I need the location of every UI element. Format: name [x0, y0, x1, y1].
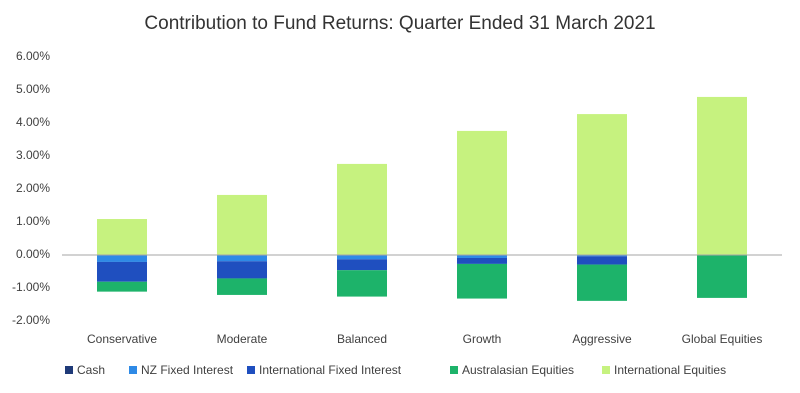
x-tick-label: Global Equities: [682, 332, 763, 346]
bar-segment: [457, 255, 507, 258]
y-tick-label: 6.00%: [16, 49, 50, 63]
y-tick-label: 1.00%: [16, 214, 50, 228]
x-tick-label: Moderate: [217, 332, 268, 346]
legend-swatch: [247, 366, 255, 374]
chart-title: Contribution to Fund Returns: Quarter En…: [144, 13, 655, 34]
x-tick-label: Growth: [463, 332, 502, 346]
bar-segment: [577, 256, 627, 265]
y-tick-label: 2.00%: [16, 181, 50, 195]
legend-swatch: [129, 366, 137, 374]
legend-swatch: [602, 366, 610, 374]
bar-segment: [457, 257, 507, 264]
legend-label: Cash: [77, 363, 105, 377]
x-tick-label: Aggressive: [572, 332, 632, 346]
bar-segment: [217, 278, 267, 295]
bar-segment: [457, 263, 507, 299]
bar-segment: [97, 281, 147, 292]
y-tick-label: 0.00%: [16, 247, 50, 261]
bar-segment: [697, 96, 747, 256]
legend-swatch: [65, 366, 73, 374]
legend-label: International Fixed Interest: [259, 363, 402, 377]
y-tick-label: 4.00%: [16, 115, 50, 129]
bar-segment: [577, 264, 627, 301]
bar-segment: [217, 261, 267, 279]
bar-segment: [97, 261, 147, 282]
bar-segment: [97, 219, 147, 255]
x-tick-label: Conservative: [87, 332, 157, 346]
legend-swatch: [450, 366, 458, 374]
bar-segment: [217, 194, 267, 255]
bar-segment: [97, 255, 147, 262]
y-tick-label: 3.00%: [16, 148, 50, 162]
y-tick-label: 5.00%: [16, 82, 50, 96]
bar-segment: [337, 255, 387, 260]
bar-segment: [577, 114, 627, 255]
bar-segment: [337, 259, 387, 271]
bar-segment: [697, 255, 747, 298]
bar-segment: [337, 163, 387, 255]
y-tick-label: -1.00%: [12, 280, 50, 294]
legend-label: NZ Fixed Interest: [141, 363, 234, 377]
y-tick-label: -2.00%: [12, 313, 50, 327]
bar-segment: [577, 255, 627, 257]
bar-segment: [457, 130, 507, 255]
bar-segment: [337, 270, 387, 297]
legend-label: Australasian Equities: [462, 363, 574, 377]
x-tick-label: Balanced: [337, 332, 387, 346]
legend-label: International Equities: [614, 363, 726, 377]
bar-segment: [217, 255, 267, 262]
